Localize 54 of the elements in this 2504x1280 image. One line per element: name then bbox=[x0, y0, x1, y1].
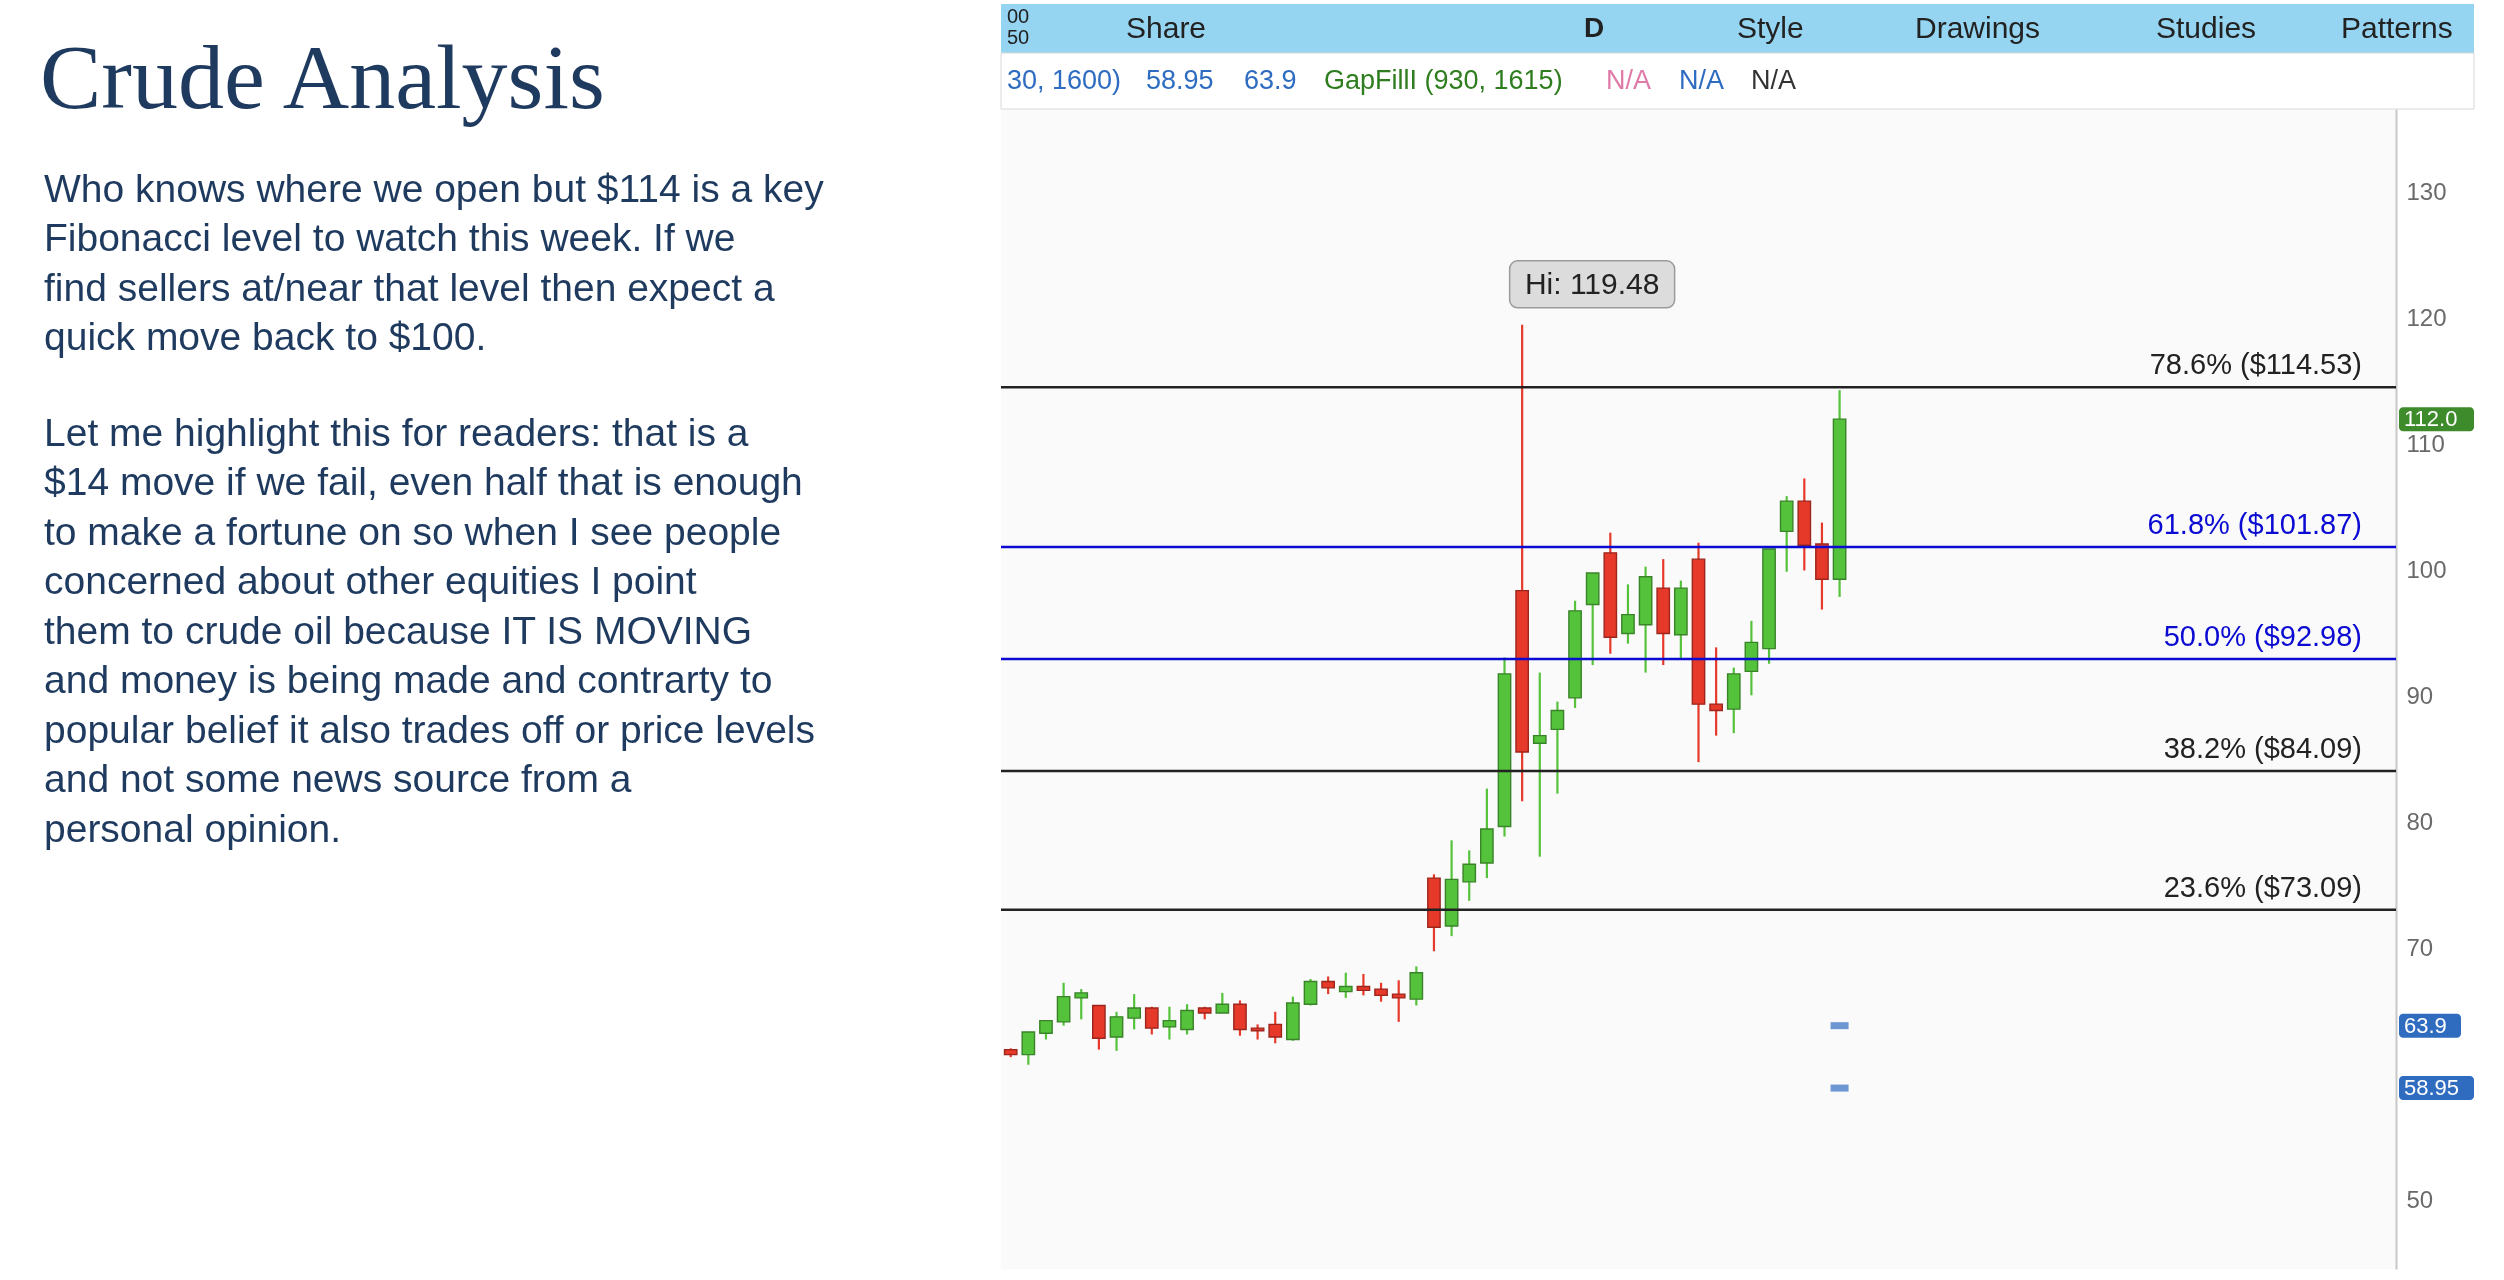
candlestick bbox=[1021, 1030, 1036, 1066]
y-tick-label: 100 bbox=[2406, 555, 2447, 583]
text: 58.95 bbox=[1146, 65, 1214, 95]
text: Studies bbox=[2156, 11, 2257, 44]
candlestick bbox=[1391, 979, 1406, 1023]
text: 00 50 bbox=[1007, 5, 1030, 48]
y-tick-label: 110 bbox=[2406, 429, 2445, 457]
y-tick-label: 70 bbox=[2406, 934, 2434, 962]
text: Crude Analysis bbox=[40, 26, 605, 128]
ref-line-label: 23.6% ($73.09) bbox=[2163, 870, 2362, 903]
text: N/A bbox=[1751, 65, 1797, 95]
text: 63.9 bbox=[1244, 65, 1297, 95]
text: 30, 1600) bbox=[1007, 65, 1122, 95]
y-tick-label: 80 bbox=[2406, 808, 2434, 836]
text: Who knows where we open but $114 is a key Fibonacci level to watch this week. If we find sellers at/near that level then expect a quick move back to $100. bbox=[44, 166, 825, 358]
y-tick-label: 90 bbox=[2406, 682, 2434, 710]
text: Style bbox=[1737, 11, 1804, 44]
text: N/A bbox=[1679, 65, 1725, 95]
text: 58.95 bbox=[2404, 1075, 2460, 1101]
candlestick bbox=[1532, 671, 1547, 858]
text: N/A bbox=[1606, 65, 1652, 95]
candlestick bbox=[1144, 1005, 1159, 1036]
candlestick bbox=[1621, 583, 1635, 645]
candlestick bbox=[1074, 987, 1089, 1021]
candlestick bbox=[1268, 1010, 1283, 1045]
text: Share bbox=[1126, 11, 1207, 44]
candlestick bbox=[1338, 971, 1353, 1000]
ref-line-label: 38.2% ($84.09) bbox=[2163, 732, 2362, 765]
candlestick bbox=[1039, 1019, 1053, 1041]
y-tick-label: 130 bbox=[2406, 177, 2447, 205]
candlestick bbox=[1215, 991, 1230, 1015]
text: Let me highlight this for readers: that is a $14 move if we fail, even half that is enough to make a fortune on so when I see people concerned about other equities I point them to crude oil because IT IS MOVING and money is being made and contrarty to popular belief it also trades off or price levels and not some news source from a personal opinion. bbox=[44, 410, 816, 850]
y-tick-label: 120 bbox=[2406, 303, 2447, 331]
text: D bbox=[1583, 12, 1605, 43]
y-tick-label: 50 bbox=[2406, 1186, 2434, 1214]
candlestick bbox=[1162, 1005, 1177, 1041]
text: Drawings bbox=[1915, 11, 2041, 44]
ref-line-label: 78.6% ($114.53) bbox=[2149, 348, 2362, 381]
candlestick bbox=[1356, 972, 1371, 997]
text: Patterns bbox=[2341, 11, 2453, 44]
text: GapFillI (930, 1615) bbox=[1324, 65, 1563, 95]
candlestick bbox=[1180, 1003, 1194, 1036]
candlestick bbox=[1109, 1010, 1124, 1052]
candlestick bbox=[1709, 646, 1724, 737]
ref-line-label: 50.0% ($92.98) bbox=[2163, 619, 2362, 652]
annotation: Hi: 119.48 bbox=[1524, 266, 1660, 300]
candlestick bbox=[1374, 981, 1388, 1003]
candlestick bbox=[1127, 993, 1142, 1031]
candlestick bbox=[1462, 849, 1477, 902]
text: 112.0 bbox=[2404, 406, 2458, 432]
ref-line-label: 61.8% ($101.87) bbox=[2147, 507, 2362, 540]
candlestick bbox=[1303, 977, 1318, 1007]
text: 63.9 bbox=[2404, 1012, 2447, 1038]
candlestick bbox=[1550, 700, 1565, 795]
